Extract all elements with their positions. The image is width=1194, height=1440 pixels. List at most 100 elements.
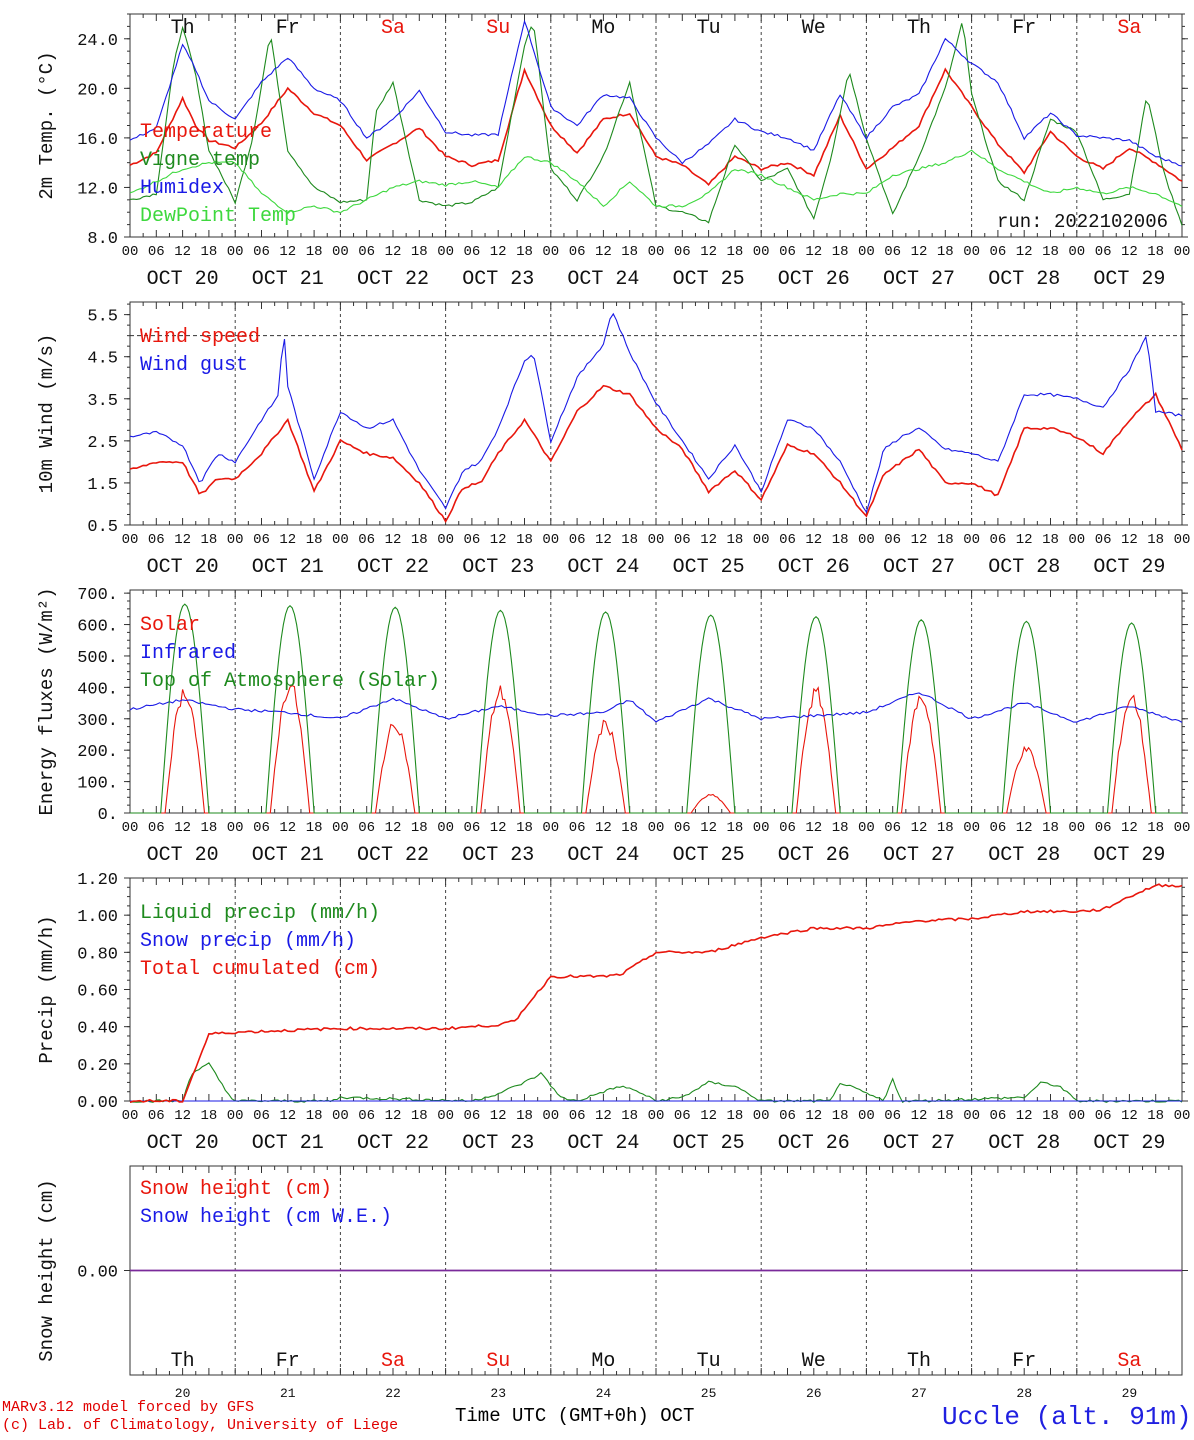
y-tick-label: 700. (77, 586, 118, 605)
hour-tick-label: 12 (490, 820, 507, 836)
y-tick-label: 20.0 (77, 81, 118, 100)
hour-tick-label: 06 (779, 820, 796, 836)
hour-tick-label: 12 (279, 244, 296, 260)
date-label: OCT 23 (462, 268, 534, 291)
hour-tick-label: 06 (569, 1108, 586, 1124)
y-tick-label: 0.5 (87, 518, 118, 537)
series-line-2-2 (129, 312, 1183, 514)
y-tick-label: 100. (77, 775, 118, 794)
date-label: OCT 21 (252, 268, 324, 291)
date-label: OCT 20 (147, 556, 219, 579)
hour-tick-label: 06 (779, 532, 796, 548)
hour-tick-label: 00 (122, 820, 139, 836)
date-label: OCT 21 (252, 556, 324, 579)
hour-tick-label: 00 (648, 1108, 665, 1124)
hour-tick-label: 06 (358, 532, 375, 548)
hour-tick-label: 18 (1042, 1108, 1059, 1124)
day-number-label: 25 (701, 1386, 717, 1401)
legend-entry: Humidex (140, 177, 224, 200)
hour-tick-label: 18 (306, 532, 323, 548)
weekday-label-top: Su (486, 17, 510, 40)
y-tick-label: 0.20 (77, 1057, 118, 1076)
hour-tick-label: 00 (1068, 1108, 1085, 1124)
hour-tick-label: 06 (1095, 820, 1112, 836)
date-label: OCT 28 (988, 844, 1060, 867)
date-label: OCT 21 (252, 1132, 324, 1155)
legend-entry: Top of Atmosphere (Solar) (140, 670, 440, 693)
hour-tick-label: 12 (595, 532, 612, 548)
hour-tick-label: 00 (858, 820, 875, 836)
legend-entry: Snow precip (mm/h) (140, 930, 356, 953)
day-number-label: 23 (490, 1386, 506, 1401)
hour-tick-label: 18 (1147, 1108, 1164, 1124)
series-line-2-1 (129, 384, 1183, 524)
hour-tick-label: 12 (174, 244, 191, 260)
date-label: OCT 26 (778, 268, 850, 291)
hour-tick-label: 18 (1147, 532, 1164, 548)
hour-tick-label: 00 (648, 244, 665, 260)
hour-tick-label: 18 (832, 1108, 849, 1124)
hour-tick-label: 18 (200, 1108, 217, 1124)
y-tick-label: 300. (77, 712, 118, 731)
weekday-label-bottom: Su (486, 1350, 510, 1373)
y-tick-label: 600. (77, 618, 118, 637)
hour-tick-label: 12 (1016, 820, 1033, 836)
hour-tick-label: 18 (621, 820, 638, 836)
hour-tick-label: 00 (332, 532, 349, 548)
hour-tick-label: 00 (1174, 532, 1191, 548)
hour-tick-label: 00 (753, 820, 770, 836)
series-line-4-3 (129, 883, 1183, 1104)
run-label: run: 2022102006 (997, 211, 1168, 233)
hour-tick-label: 18 (516, 820, 533, 836)
hour-tick-label: 18 (411, 1108, 428, 1124)
hour-tick-label: 18 (621, 244, 638, 260)
hour-tick-label: 06 (148, 820, 165, 836)
date-label: OCT 24 (567, 268, 639, 291)
legend-entry: Wind speed (140, 326, 260, 349)
legend-entry: Total cumulated (cm) (140, 958, 380, 981)
hour-tick-label: 06 (674, 532, 691, 548)
legend-entry: Wind gust (140, 354, 248, 377)
hour-tick-label: 06 (463, 532, 480, 548)
date-label: OCT 24 (567, 556, 639, 579)
date-label: OCT 29 (1093, 844, 1165, 867)
date-label: OCT 29 (1093, 1132, 1165, 1155)
series-line-3-3 (130, 603, 1182, 814)
hour-tick-label: 06 (989, 532, 1006, 548)
weekday-label-bottom: Sa (381, 1350, 405, 1373)
model-credit-line1: MARv3.12 model forced by GFS (2, 1399, 255, 1416)
hour-tick-label: 00 (858, 244, 875, 260)
date-label: OCT 25 (673, 844, 745, 867)
date-label: OCT 20 (147, 1132, 219, 1155)
hour-tick-label: 00 (122, 1108, 139, 1124)
time-axis-text: Time UTC (GMT+0h) (455, 1405, 649, 1427)
hour-tick-label: 00 (227, 532, 244, 548)
hour-tick-label: 06 (674, 1108, 691, 1124)
hour-tick-label: 12 (700, 820, 717, 836)
y-axis-title: 2m Temp. (°C) (36, 51, 58, 199)
date-label: OCT 25 (673, 1132, 745, 1155)
weekday-label-bottom: Mo (591, 1350, 615, 1373)
hour-tick-label: 06 (569, 244, 586, 260)
hour-tick-label: 00 (542, 532, 559, 548)
hour-tick-label: 18 (726, 1108, 743, 1124)
weekday-label-top: Fr (276, 17, 300, 40)
y-tick-label: 500. (77, 649, 118, 668)
hour-tick-label: 00 (963, 1108, 980, 1124)
panel-1 (124, 13, 1188, 238)
hour-tick-label: 12 (595, 820, 612, 836)
weekday-label-bottom: Sa (1117, 1350, 1141, 1373)
hour-tick-label: 18 (1147, 820, 1164, 836)
hour-tick-label: 18 (306, 244, 323, 260)
hour-tick-label: 12 (911, 1108, 928, 1124)
y-tick-label: 16.0 (77, 131, 118, 150)
date-label: OCT 23 (462, 556, 534, 579)
hour-tick-label: 06 (253, 244, 270, 260)
hour-tick-label: 00 (227, 1108, 244, 1124)
day-number-label: 24 (596, 1386, 612, 1401)
weekday-label-top: Sa (1117, 17, 1141, 40)
hour-tick-label: 18 (832, 532, 849, 548)
hour-tick-label: 12 (700, 244, 717, 260)
hour-tick-label: 00 (122, 532, 139, 548)
hour-tick-label: 06 (1095, 244, 1112, 260)
